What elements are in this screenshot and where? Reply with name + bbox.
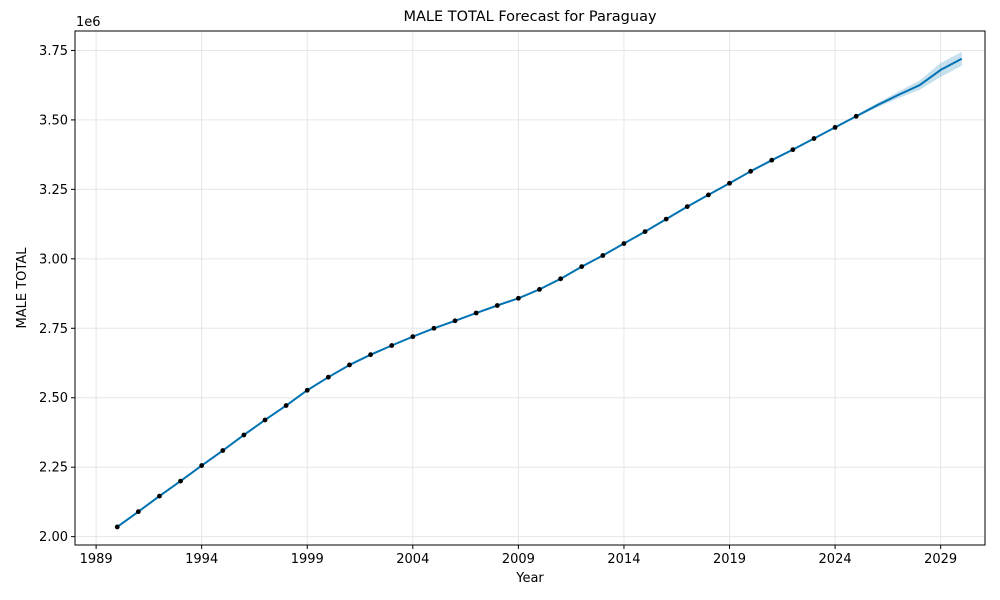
observed-point: [473, 310, 479, 316]
observed-point: [262, 417, 268, 423]
observed-point: [621, 241, 627, 246]
observed-point: [748, 168, 754, 174]
x-tick-label: 2004: [396, 552, 429, 567]
y-tick-label: 3.75: [39, 44, 68, 59]
observed-point: [769, 157, 775, 163]
observed-point: [853, 113, 859, 119]
observed-point: [410, 334, 416, 340]
x-tick-label: 2019: [713, 552, 746, 567]
observed-point: [579, 264, 585, 270]
y-axis-label: MALE TOTAL: [15, 247, 30, 329]
observed-point: [325, 374, 331, 380]
observed-point: [663, 216, 669, 222]
observed-point: [347, 362, 352, 368]
observed-point: [431, 325, 437, 331]
chart-title: MALE TOTAL Forecast for Paraguay: [403, 9, 657, 25]
observed-point: [558, 276, 564, 282]
y-tick-label: 2.50: [39, 391, 68, 406]
observed-point: [220, 448, 226, 453]
axes: [74, 30, 986, 546]
observed-point: [157, 493, 162, 499]
x-tick-label: 1989: [80, 552, 113, 567]
observed-point: [114, 524, 120, 530]
y-tick-label: 3.50: [39, 113, 68, 128]
y-tick-label: 2.25: [39, 461, 68, 476]
observed-point: [135, 509, 141, 515]
observed-points: [114, 113, 859, 530]
ticks: 1989 1994 1999 2004 2009 2014 2019 2024 2029 2.00…: [39, 44, 957, 567]
observed-point: [178, 478, 183, 484]
plot-frame: [74, 30, 986, 546]
observed-point: [832, 125, 838, 130]
observed-point: [642, 229, 648, 234]
observed-point: [304, 387, 310, 393]
x-tick-label: 2014: [607, 552, 640, 567]
observed-point: [537, 286, 542, 292]
observed-point: [684, 204, 690, 209]
observed-point: [706, 192, 711, 198]
observed-point: [199, 463, 205, 468]
y-tick-label: 2.75: [39, 322, 68, 337]
observed-point: [727, 180, 732, 186]
observed-point: [452, 318, 458, 324]
y-offset-label: 1e6: [76, 15, 101, 30]
x-tick-label: 2029: [924, 552, 957, 567]
y-tick-label: 3.00: [39, 252, 68, 267]
x-axis-label: Year: [515, 571, 544, 586]
x-tick-label: 2024: [819, 552, 852, 567]
y-tick-label: 3.25: [39, 183, 68, 198]
observed-point: [515, 295, 521, 301]
observed-point: [790, 147, 796, 153]
observed-point: [600, 253, 606, 258]
y-tick-label: 2.00: [39, 530, 68, 545]
observed-point: [389, 343, 395, 348]
x-tick-label: 1994: [185, 552, 218, 567]
x-tick-label: 1999: [291, 552, 324, 567]
observed-point: [283, 403, 289, 408]
grid: [75, 31, 985, 545]
observed-point: [368, 352, 373, 358]
observed-point: [811, 136, 817, 141]
x-tick-label: 2009: [502, 552, 535, 567]
observed-point: [494, 303, 500, 308]
observed-point: [241, 432, 247, 438]
